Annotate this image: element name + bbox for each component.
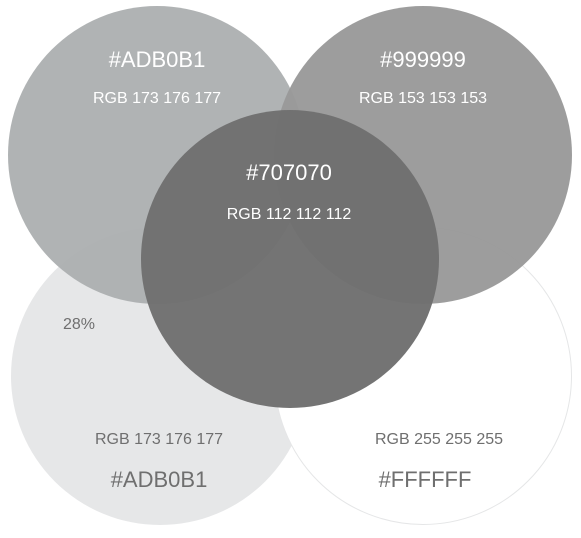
top-left-hex-label: #ADB0B1	[108, 47, 206, 72]
bottom-left-hex-label: #ADB0B1	[110, 467, 208, 492]
tint-percent-label: 28%	[63, 316, 96, 333]
top-left-rgb-label: RGB 173 176 177	[92, 90, 222, 107]
center-rgb-label: RGB 112 112 112	[226, 206, 352, 223]
bottom-right-hex-label: #FFFFFF	[378, 467, 472, 492]
top-right-hex-label: #999999	[380, 47, 466, 72]
top-right-rgb-label: RGB 153 153 153	[358, 90, 488, 107]
bottom-left-rgb-label: RGB 173 176 177	[94, 431, 224, 448]
gray-dark-swatch-circle	[141, 110, 439, 408]
center-hex-label: #707070	[246, 160, 332, 185]
bottom-right-rgb-label: RGB 255 255 255	[374, 431, 504, 448]
